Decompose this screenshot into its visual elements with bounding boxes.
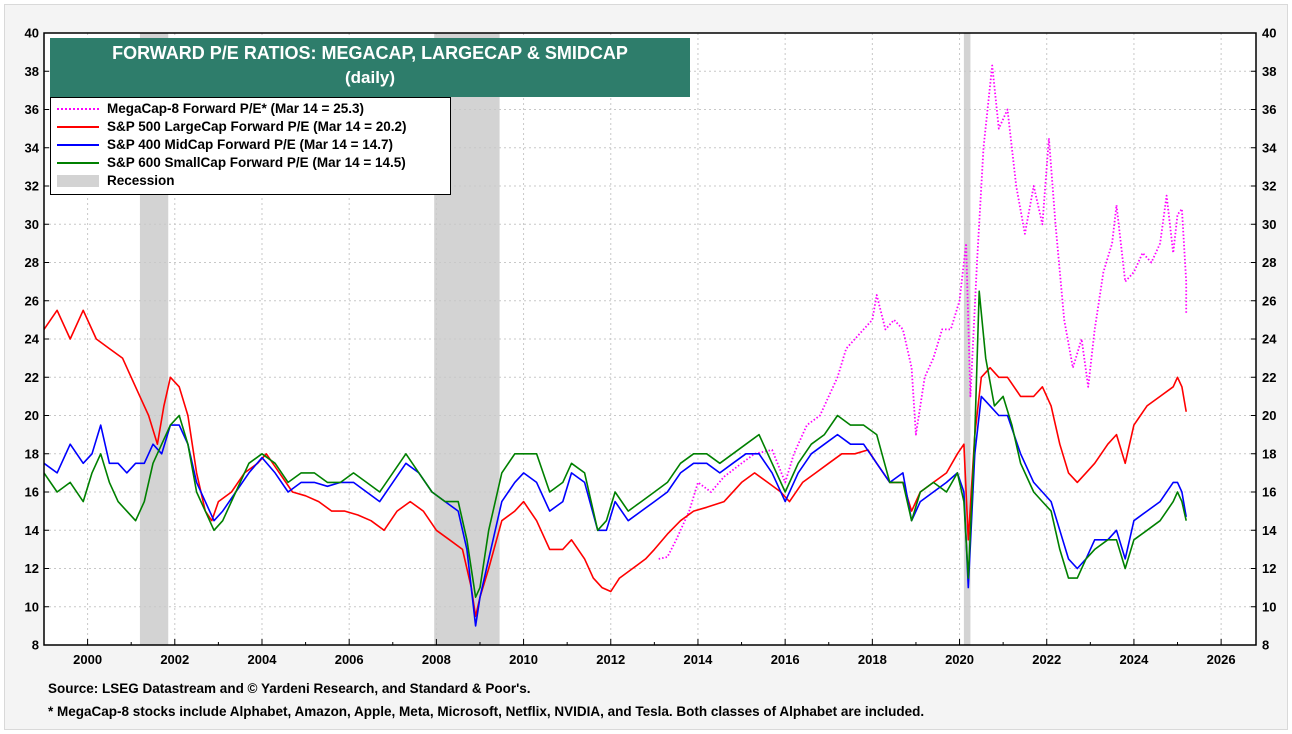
y-tick-label-left-16: 40 — [25, 26, 39, 41]
y-tick-label-left-6: 20 — [25, 408, 39, 423]
y-tick-label-left-8: 24 — [25, 332, 40, 347]
y-tick-label-right-0: 8 — [1262, 638, 1269, 653]
x-tick-label-8: 2016 — [771, 652, 800, 667]
legend-item-recession: Recession — [51, 172, 450, 190]
x-tick-label-11: 2022 — [1032, 652, 1061, 667]
recession-band-2 — [963, 33, 971, 645]
y-tick-label-left-13: 34 — [25, 140, 40, 155]
legend-item-sp600: S&P 600 SmallCap Forward P/E (Mar 14 = 1… — [51, 154, 450, 172]
x-tick-label-13: 2026 — [1207, 652, 1236, 667]
x-tick-label-4: 2008 — [422, 652, 451, 667]
y-tick-label-left-9: 26 — [25, 293, 39, 308]
y-tick-label-left-7: 22 — [25, 370, 39, 385]
y-tick-label-left-10: 28 — [25, 255, 39, 270]
y-tick-label-right-13: 34 — [1262, 140, 1277, 155]
series-line-sp500 — [43, 309, 1187, 618]
y-tick-label-right-3: 14 — [1262, 523, 1277, 538]
y-tick-label-left-1: 10 — [25, 599, 39, 614]
legend-item-megacap: MegaCap-8 Forward P/E* (Mar 14 = 25.3) — [51, 100, 450, 118]
legend-label-sp600: S&P 600 SmallCap Forward P/E (Mar 14 = 1… — [107, 155, 406, 170]
legend-label-sp500: S&P 500 LargeCap Forward P/E (Mar 14 = 2… — [107, 119, 407, 134]
chart-title: FORWARD P/E RATIOS: MEGACAP, LARGECAP & … — [112, 43, 628, 63]
y-tick-label-left-14: 36 — [25, 102, 39, 117]
y-tick-label-right-10: 28 — [1262, 255, 1276, 270]
legend-swatch-megacap — [57, 108, 99, 110]
legend-swatch-sp400 — [57, 144, 99, 146]
legend-label-recession: Recession — [107, 173, 175, 188]
y-tick-label-left-2: 12 — [25, 561, 39, 576]
x-tick-label-12: 2024 — [1119, 652, 1149, 667]
y-tick-label-right-16: 40 — [1262, 26, 1276, 41]
legend-swatch-sp600 — [57, 162, 99, 164]
legend-label-megacap: MegaCap-8 Forward P/E* (Mar 14 = 25.3) — [107, 101, 364, 116]
x-tick-label-3: 2006 — [335, 652, 364, 667]
x-tick-label-6: 2012 — [596, 652, 625, 667]
series-lines — [43, 64, 1188, 627]
x-tick-label-9: 2018 — [858, 652, 887, 667]
chart-subtitle: (daily) — [344, 68, 396, 87]
y-tick-label-right-4: 16 — [1262, 485, 1276, 500]
y-tick-label-left-0: 8 — [32, 638, 39, 653]
footer-note: * MegaCap-8 stocks include Alphabet, Ama… — [48, 704, 925, 719]
y-tick-label-left-5: 18 — [25, 446, 39, 461]
x-tick-label-0: 2000 — [73, 652, 102, 667]
x-tick-label-10: 2020 — [945, 652, 974, 667]
y-tick-label-right-12: 32 — [1262, 179, 1276, 194]
y-tick-label-right-9: 26 — [1262, 293, 1276, 308]
y-tick-label-right-6: 20 — [1262, 408, 1276, 423]
chart-title-box: FORWARD P/E RATIOS: MEGACAP, LARGECAP & … — [50, 38, 690, 97]
y-tick-label-right-15: 38 — [1262, 64, 1276, 79]
y-tick-label-right-11: 30 — [1262, 217, 1276, 232]
x-tick-label-7: 2014 — [683, 652, 713, 667]
legend-swatch-sp500 — [57, 126, 99, 128]
footer-source: Source: LSEG Datastream and © Yardeni Re… — [48, 681, 531, 696]
y-tick-label-left-3: 14 — [25, 523, 40, 538]
x-tick-label-1: 2002 — [160, 652, 189, 667]
y-tick-label-left-12: 32 — [25, 179, 39, 194]
x-tick-label-2: 2004 — [248, 652, 278, 667]
legend: MegaCap-8 Forward P/E* (Mar 14 = 25.3) S… — [50, 97, 451, 195]
y-tick-label-left-15: 38 — [25, 64, 39, 79]
legend-swatch-recession — [57, 175, 99, 187]
x-tick-label-5: 2010 — [509, 652, 538, 667]
legend-label-sp400: S&P 400 MidCap Forward P/E (Mar 14 = 14.… — [107, 137, 393, 152]
legend-item-sp400: S&P 400 MidCap Forward P/E (Mar 14 = 14.… — [51, 136, 450, 154]
y-tick-label-left-4: 16 — [25, 485, 39, 500]
series-line-sp400 — [43, 395, 1187, 627]
y-tick-label-right-14: 36 — [1262, 102, 1276, 117]
y-tick-label-right-1: 10 — [1262, 599, 1276, 614]
y-tick-label-right-8: 24 — [1262, 332, 1277, 347]
series-line-sp600 — [43, 290, 1187, 598]
y-tick-label-left-11: 30 — [25, 217, 39, 232]
y-tick-label-right-7: 22 — [1262, 370, 1276, 385]
y-tick-label-right-5: 18 — [1262, 446, 1276, 461]
y-tick-label-right-2: 12 — [1262, 561, 1276, 576]
legend-item-sp500: S&P 500 LargeCap Forward P/E (Mar 14 = 2… — [51, 118, 450, 136]
